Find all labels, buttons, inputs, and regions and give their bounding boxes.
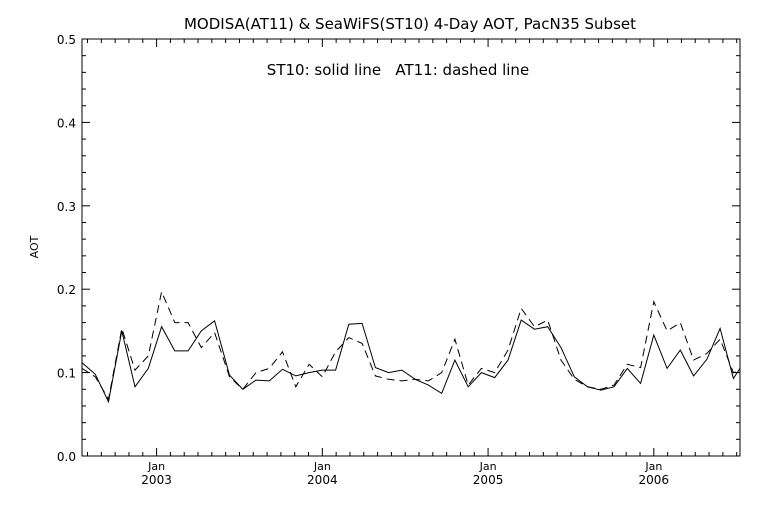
x-tick-month-label: Jan	[313, 460, 331, 473]
y-axis-ticks: 0.0 0.1 0.2 0.3 0.4 0.5	[57, 33, 740, 464]
series-layer	[81, 290, 741, 404]
series-st10-solid-line	[81, 319, 741, 404]
x-tick-year-label: 2005	[473, 473, 504, 487]
y-tick-label: 0.3	[57, 200, 76, 214]
y-tick-label: 0.2	[57, 283, 76, 297]
x-tick-month-label: Jan	[147, 460, 165, 473]
x-tick-year-label: 2006	[639, 473, 670, 487]
y-axis-label: AOT	[28, 235, 41, 258]
x-tick-month-label: Jan	[479, 460, 497, 473]
series-at11-dashed-line	[81, 290, 741, 401]
y-tick-label: 0.5	[57, 33, 76, 47]
chart-title: MODISA(AT11) & SeaWiFS(ST10) 4-Day AOT, …	[184, 15, 636, 33]
y-tick-label: 0.4	[57, 116, 76, 130]
y-tick-label: 0.0	[57, 450, 76, 464]
legend-annotation: ST10: solid line AT11: dashed line	[267, 61, 529, 79]
y-tick-label: 0.1	[57, 367, 76, 381]
x-tick-month-label: Jan	[644, 460, 662, 473]
plot-frame	[81, 38, 741, 457]
x-tick-year-label: 2003	[141, 473, 172, 487]
x-tick-year-label: 2004	[307, 473, 338, 487]
